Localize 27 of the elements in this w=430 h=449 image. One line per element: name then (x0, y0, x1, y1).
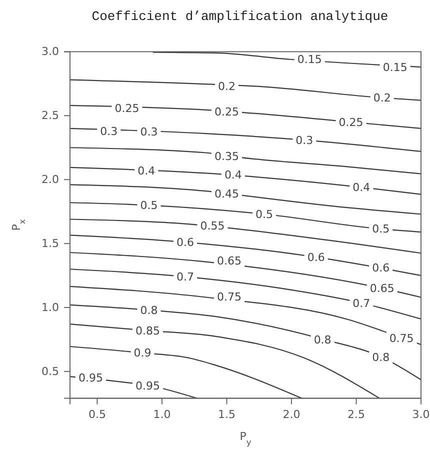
x-tick-label: 1.0 (153, 408, 171, 422)
x-axis-title: P$_{y}$ (240, 430, 252, 447)
annotation: 0.75 (217, 290, 242, 304)
chart-title: Coefficient d’amplification analytique (92, 9, 388, 24)
y-tick-label: 0.5 (42, 364, 59, 378)
y-tick-label: 2.0 (42, 173, 59, 186)
annotation: 0.55 (200, 219, 225, 232)
annotation: 0.15 (382, 60, 408, 74)
x-tick-label: 2.0 (282, 408, 300, 422)
x-tick-label: 0.5 (88, 408, 106, 422)
y-tick-label: 3.0 (42, 45, 59, 58)
annotation: 0.3 (140, 125, 158, 138)
annotation: 0.15 (297, 53, 322, 66)
annotation: 0.4 (224, 168, 242, 182)
annotation: 0.4 (138, 164, 156, 178)
annotation: 0.95 (78, 372, 103, 385)
x-tick-label: 1.5 (218, 408, 236, 422)
annotation: 0.25 (114, 102, 140, 115)
x-tick-label: 2.5 (347, 408, 365, 422)
y-tick-label: 1.0 (42, 301, 59, 314)
x-tick-label: 3.0 (412, 408, 430, 422)
annotation: 0.65 (217, 254, 242, 268)
y-tick-label: 2.5 (42, 109, 59, 122)
y-tick-label: 1.5 (42, 237, 59, 250)
annotation: 0.2 (218, 80, 236, 94)
annotation: 0.25 (214, 106, 239, 119)
annotation: 0.3 (100, 124, 118, 138)
